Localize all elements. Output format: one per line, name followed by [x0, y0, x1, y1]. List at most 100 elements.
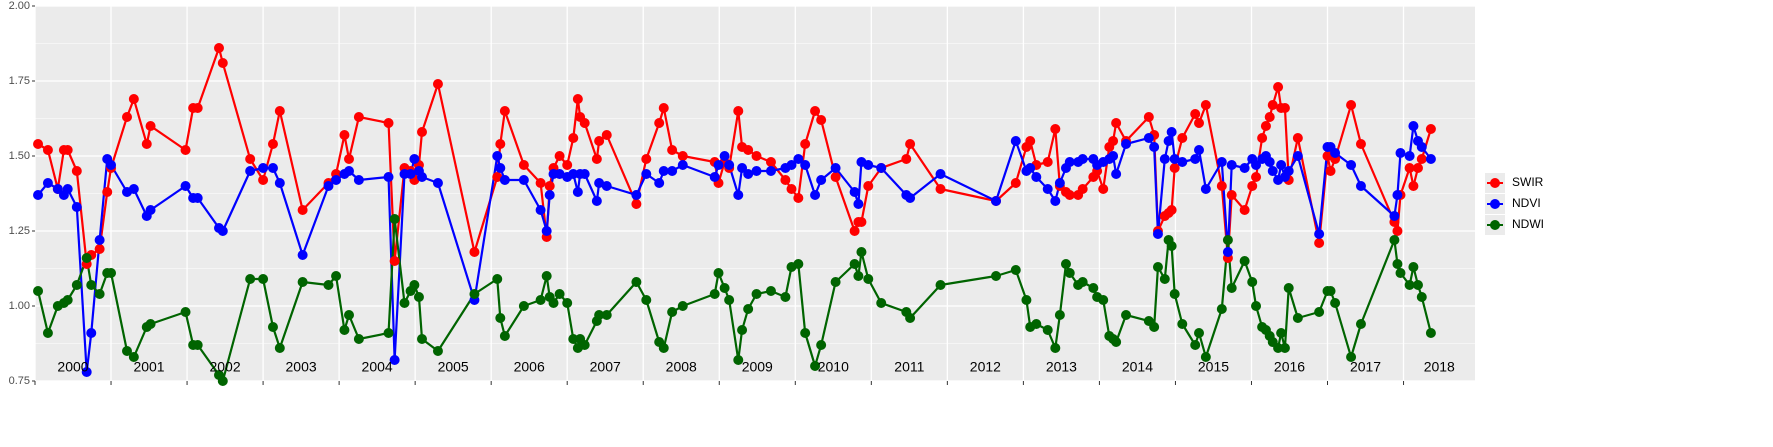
point [1064, 157, 1075, 167]
point [733, 355, 744, 365]
point [52, 184, 63, 194]
point [1346, 160, 1357, 170]
point [1108, 151, 1119, 161]
point [1247, 277, 1258, 287]
point [667, 166, 678, 176]
point [1251, 160, 1262, 170]
x-tick-label: 2016 [1274, 359, 1305, 375]
point [1064, 268, 1075, 278]
point [1267, 100, 1278, 110]
point [1314, 238, 1325, 248]
point [258, 274, 269, 284]
point [594, 136, 605, 146]
point [1222, 247, 1233, 257]
point [432, 178, 443, 188]
point [1425, 124, 1436, 134]
point [94, 244, 105, 254]
x-tick-label: 2003 [286, 359, 317, 375]
point [849, 226, 860, 236]
point [863, 274, 874, 284]
point [863, 181, 874, 191]
point [579, 169, 590, 179]
point [737, 163, 748, 173]
point [86, 328, 97, 338]
point [1314, 229, 1325, 239]
x-tick-label: 2002 [209, 359, 240, 375]
point [1283, 283, 1294, 293]
point [353, 334, 364, 344]
point [432, 79, 443, 89]
point [258, 175, 269, 185]
point [579, 118, 590, 128]
point [1200, 184, 1211, 194]
point [1042, 157, 1053, 167]
point [121, 112, 132, 122]
point [658, 103, 669, 113]
point [297, 277, 308, 287]
point [1330, 148, 1341, 158]
x-tick-label: 2013 [1046, 359, 1077, 375]
point [217, 226, 228, 236]
point [751, 166, 762, 176]
point [743, 145, 754, 155]
point [1355, 181, 1366, 191]
point [991, 196, 1002, 206]
point [856, 217, 867, 227]
point [1121, 310, 1132, 320]
point [1264, 112, 1275, 122]
point [654, 178, 665, 188]
point [1273, 343, 1284, 353]
point [1088, 283, 1099, 293]
point [568, 133, 579, 143]
point [180, 145, 191, 155]
point [800, 160, 811, 170]
point [631, 277, 642, 287]
point [1216, 157, 1227, 167]
point [991, 271, 1002, 281]
point [591, 154, 602, 164]
point [856, 247, 867, 257]
point [1152, 262, 1163, 272]
point [42, 328, 53, 338]
point [344, 154, 355, 164]
point [33, 139, 44, 149]
point [641, 169, 652, 179]
point [541, 271, 552, 281]
point [724, 160, 735, 170]
point [1194, 118, 1205, 128]
point [1149, 322, 1160, 332]
point [1325, 166, 1336, 176]
point [1050, 124, 1061, 134]
point [554, 169, 565, 179]
point [1042, 184, 1053, 194]
point [853, 199, 864, 209]
point [601, 130, 612, 140]
point [677, 151, 688, 161]
point [499, 331, 510, 341]
point [1267, 166, 1278, 176]
point [1194, 328, 1205, 338]
point [192, 193, 203, 203]
legend-point [1490, 199, 1500, 209]
marks [33, 43, 1436, 386]
point [499, 106, 510, 116]
point [339, 130, 350, 140]
point [1177, 319, 1188, 329]
point [217, 58, 228, 68]
y-tick-label: 1.75 [9, 75, 30, 87]
point [1355, 319, 1366, 329]
point [905, 139, 916, 149]
point [591, 196, 602, 206]
point [495, 163, 506, 173]
point [1077, 154, 1088, 164]
point [876, 163, 887, 173]
point [1098, 184, 1109, 194]
point [94, 235, 105, 245]
point [331, 175, 342, 185]
point [849, 259, 860, 269]
point [128, 94, 139, 104]
point [793, 193, 804, 203]
point [323, 280, 334, 290]
point [495, 313, 506, 323]
point [499, 175, 510, 185]
